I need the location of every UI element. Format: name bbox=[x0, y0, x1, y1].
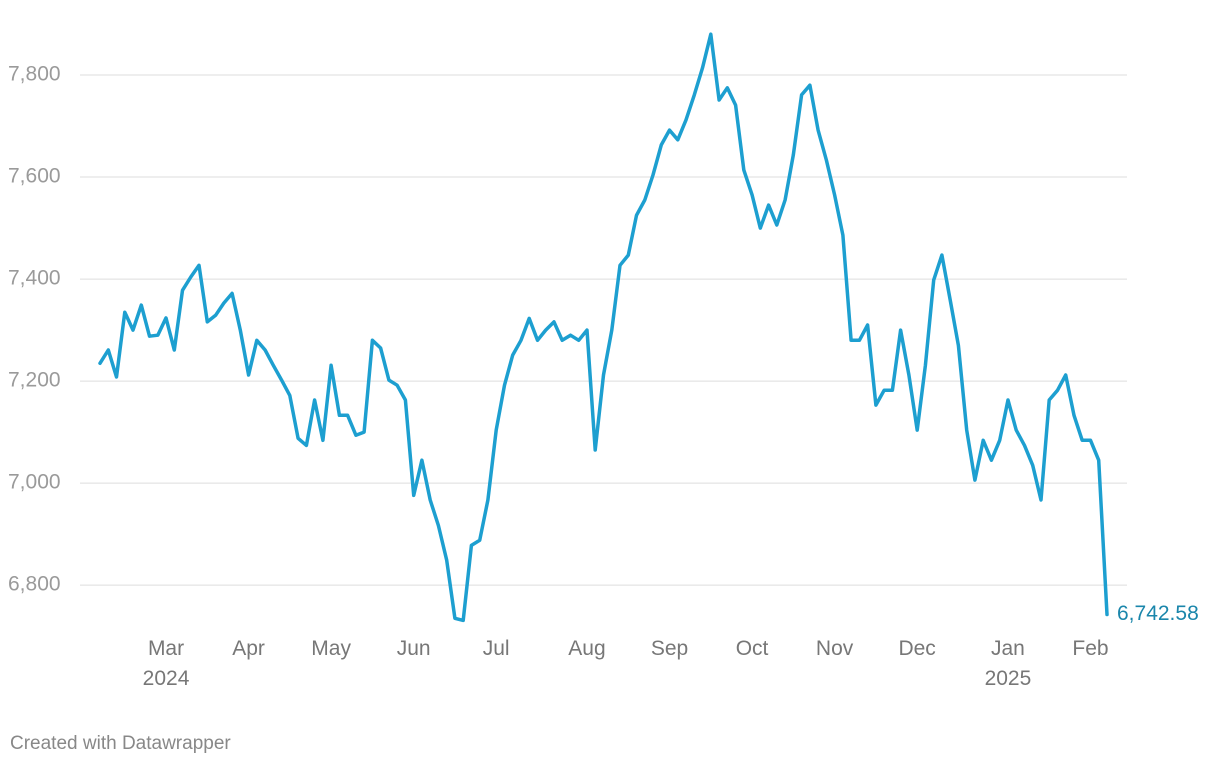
x-tick-label: Apr bbox=[232, 637, 265, 660]
value-label: 6,742.58 bbox=[1117, 602, 1199, 625]
y-tick-label: 7,000 bbox=[8, 471, 61, 494]
y-tick-label: 6,800 bbox=[8, 573, 61, 596]
y-tick-label: 7,400 bbox=[8, 267, 61, 290]
y-tick-label: 7,600 bbox=[8, 165, 61, 188]
footer: Created with Datawrapper bbox=[10, 733, 231, 754]
x-tick-label: Dec bbox=[898, 637, 936, 660]
x-tick-label: Feb bbox=[1072, 637, 1109, 660]
x-tick-label: Jan 2025 bbox=[984, 637, 1032, 690]
x-tick-label: Nov bbox=[815, 637, 854, 660]
y-tick-label: 7,800 bbox=[8, 63, 61, 86]
line bbox=[98, 32, 1109, 623]
x-tick-label: Mar 2024 bbox=[142, 637, 190, 690]
x-tick-label: Oct bbox=[735, 637, 769, 660]
x-tick-label: Jun bbox=[396, 637, 431, 660]
x-tick-label: Sep bbox=[650, 637, 689, 660]
x-tick-label: Jul bbox=[482, 637, 510, 660]
x-tick-label: Aug bbox=[568, 637, 606, 660]
y-tick-label: 7,200 bbox=[8, 369, 61, 392]
x-tick-label: May bbox=[311, 637, 351, 660]
